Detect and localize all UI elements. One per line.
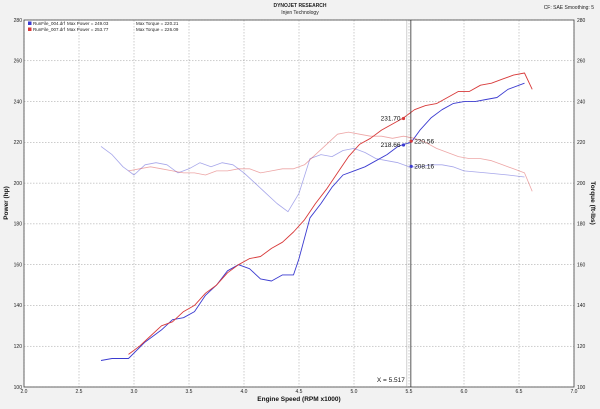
x-tick-label: 4.0 <box>241 389 248 395</box>
y-axis-label-left: Power (hp) <box>3 186 10 220</box>
y-axis-label-right: Torque (ft-lbs) <box>589 181 596 225</box>
legend-file: RunFile_007.drf <box>33 27 66 32</box>
annotations: 231.70 218.66 220.56 208.16 <box>381 116 435 171</box>
x-tick-label: 3.5 <box>186 389 193 395</box>
legend-max-torque: Max Torque = 226.09 <box>136 27 179 32</box>
y-tick-label-right: 160 <box>577 262 586 268</box>
y-tick-label-left: 180 <box>14 222 23 228</box>
y-tick-label-left: 260 <box>14 59 23 65</box>
y-tick-label-left: 120 <box>14 344 23 350</box>
y-tick-label-right: 200 <box>577 181 586 187</box>
cursor-group[interactable]: X = 5.517 <box>377 20 412 387</box>
y-tick-label-right: 240 <box>577 99 586 105</box>
legend-swatch <box>28 21 32 25</box>
series-line-2 <box>100 146 525 213</box>
annotation-marker <box>409 164 413 168</box>
y-tick-label-left: 160 <box>14 262 23 268</box>
x-axis-label: Engine Speed (RPM x1000) <box>257 396 340 403</box>
y-tick-label-left: 240 <box>14 99 23 105</box>
y-tick-label-left: 200 <box>14 181 23 187</box>
y-tick-label-right: 120 <box>577 344 586 350</box>
annotation-label: 218.66 <box>381 142 401 149</box>
x-tick-label: 5.0 <box>351 389 358 395</box>
x-tick-label: 2.0 <box>21 389 28 395</box>
annotation-label: 231.70 <box>381 116 401 123</box>
y-tick-label-right: 260 <box>577 59 586 65</box>
x-tick-label: 7.0 <box>571 389 578 395</box>
annotation-marker <box>401 143 406 147</box>
annotation-marker <box>409 139 413 143</box>
x-tick-label: 6.5 <box>516 389 523 395</box>
series-line-1 <box>128 72 533 355</box>
y-tick-label-right: 140 <box>577 303 586 309</box>
legend-max-power: Max Power = 253.77 <box>67 27 109 32</box>
cursor-readout: X = 5.517 <box>377 377 405 384</box>
legend-max-power: Max Power = 249.03 <box>67 21 109 26</box>
y-tick-label-left: 280 <box>14 18 23 24</box>
x-tick-label: 3.0 <box>131 389 138 395</box>
legend-file: RunFile_004.drf <box>33 21 66 26</box>
dyno-subtitle: Injen Technology <box>281 10 319 16</box>
y-tick-label-left: 140 <box>14 303 23 309</box>
x-tick-label: 2.5 <box>76 389 83 395</box>
x-tick-label: 5.5 <box>406 389 413 395</box>
annotation-label: 220.56 <box>414 138 434 145</box>
y-tick-label-left: 220 <box>14 140 23 146</box>
y-tick-label-right: 280 <box>577 18 586 24</box>
series-line-0 <box>100 82 525 361</box>
y-tick-label-right: 220 <box>577 140 586 146</box>
y-tick-label-right: 100 <box>577 385 586 391</box>
x-tick-label: 4.5 <box>296 389 303 395</box>
legend-max-torque: Max Torque = 220.21 <box>136 21 179 26</box>
grid-lines <box>23 19 575 388</box>
legend-swatch <box>28 27 32 31</box>
y-tick-label-left: 100 <box>14 385 23 391</box>
dyno-settings: CF: SAE Smoothing: 5 <box>543 5 594 11</box>
series-line-3 <box>128 131 533 192</box>
dyno-company-title: DYNOJET RESEARCH <box>273 3 327 9</box>
x-tick-label: 6.0 <box>461 389 468 395</box>
series-lines <box>100 72 533 361</box>
annotation-label: 208.16 <box>414 164 434 171</box>
y-tick-label-right: 180 <box>577 222 586 228</box>
tick-labels: 2.0 2.5 3.0 3.5 4.0 4.5 5.0 5.5 6.0 6.5 7.01001201… <box>14 18 586 395</box>
legend: RunFile_004.drf Max Power = 249.03 Max Tor… <box>28 21 179 32</box>
annotation-marker <box>401 116 406 121</box>
